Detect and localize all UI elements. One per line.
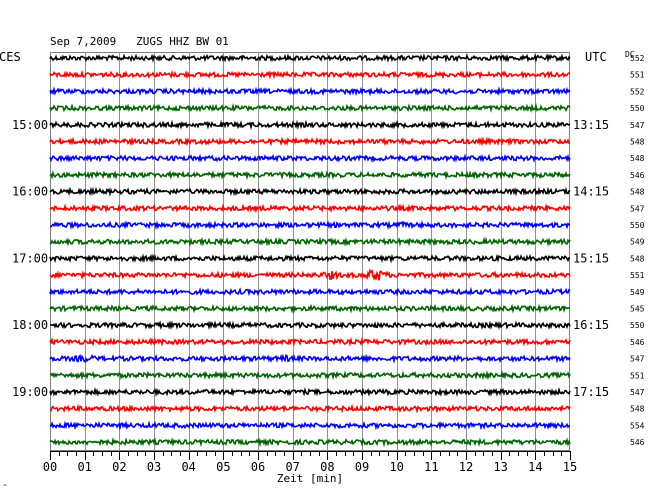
dc-value-label: 548: [630, 154, 645, 163]
dc-value-label: 548: [630, 254, 645, 263]
left-hour-label: 19:00: [12, 385, 48, 399]
dc-value-label: 549: [630, 288, 645, 297]
dc-value-label: 547: [630, 388, 645, 397]
trace-line: [49, 102, 571, 113]
left-hour-label: 17:00: [12, 251, 48, 265]
trace-line: [49, 420, 571, 431]
x-tick-label: 07: [285, 460, 299, 474]
trace-line: [49, 286, 571, 297]
dc-value-label: 549: [630, 238, 645, 247]
dc-value-label: 551: [630, 71, 645, 80]
dc-value-label: 546: [630, 438, 645, 447]
dc-value-label: 548: [630, 138, 645, 147]
trace-line: [49, 320, 571, 331]
plot-frame: [50, 52, 570, 451]
trace-line: [50, 219, 571, 231]
x-tick-label: 13: [493, 460, 507, 474]
trace-line: [49, 253, 571, 264]
right-hour-label: 14:15: [573, 185, 609, 199]
gridlines: [85, 52, 536, 450]
left-timezone-label: CES: [0, 50, 21, 64]
x-tick-label: 00: [43, 460, 57, 474]
dc-value-label: 547: [630, 355, 645, 364]
right-timezone-label: UTC: [585, 50, 607, 64]
right-hour-label: 13:15: [573, 118, 609, 132]
dc-value-label: 550: [630, 321, 645, 330]
trace-line: [49, 403, 571, 414]
right-hour-label: 16:15: [573, 318, 609, 332]
dc-value-label: 546: [630, 338, 645, 347]
dc-value-label: 552: [630, 54, 645, 63]
trace-line: [49, 353, 571, 364]
trace-line: [49, 136, 571, 147]
trace-line: [49, 236, 571, 247]
left-hour-label: 18:00: [12, 318, 48, 332]
dc-value-label: 551: [630, 271, 645, 280]
dc-value-label: 548: [630, 405, 645, 414]
x-tick-label: 05: [216, 460, 230, 474]
x-axis-label: Zeit [min]: [277, 472, 343, 485]
trace-line: [49, 203, 571, 214]
dc-value-label: 554: [630, 421, 645, 430]
trace-line: [49, 119, 571, 131]
station-title: Sep 7,2009 ZUGS HHZ BW 01: [50, 35, 229, 48]
trace-line: [49, 437, 571, 448]
x-tick-label: 10: [389, 460, 403, 474]
trace-line: [49, 370, 571, 381]
x-axis: 00 01 02 03 04 05 06 07 08 09 10 11 12 13 14 15: [43, 451, 577, 474]
seismic-traces: [49, 53, 571, 448]
dc-value-label: 546: [630, 171, 645, 180]
left-hour-label: 16:00: [12, 185, 48, 199]
trace-line: [49, 86, 571, 97]
x-tick-label: 03: [147, 460, 161, 474]
x-tick-label: 15: [563, 460, 577, 474]
x-tick-label: 14: [528, 460, 542, 474]
x-tick-label: 09: [355, 460, 369, 474]
trace-line: [49, 268, 571, 281]
dc-value-label: 545: [630, 305, 645, 314]
dc-value-label: 548: [630, 188, 645, 197]
trace-line: [49, 303, 571, 314]
right-hour-label: 15:15: [573, 251, 609, 265]
x-tick-label: 12: [459, 460, 473, 474]
trace-line: [49, 53, 571, 63]
trace-line: [49, 336, 571, 347]
trace-line: [49, 386, 571, 398]
trace-line: [49, 186, 571, 197]
x-tick-label: 01: [77, 460, 91, 474]
dc-value-label: 547: [630, 204, 645, 213]
x-tick-label: 04: [181, 460, 195, 474]
trace-line: [49, 153, 571, 164]
dc-offset-header: DC: [625, 50, 635, 59]
dc-value-label: 550: [630, 104, 645, 113]
corner-mark: ^: [3, 484, 7, 491]
trace-line: [49, 69, 571, 80]
dc-value-label: 550: [630, 221, 645, 230]
x-tick-label: 08: [320, 460, 334, 474]
left-hour-label: 15:00: [12, 118, 48, 132]
right-hour-label: 17:15: [573, 385, 609, 399]
trace-line: [49, 169, 571, 181]
x-tick-label: 02: [112, 460, 126, 474]
dc-value-label: 547: [630, 121, 645, 130]
x-tick-label: 06: [251, 460, 265, 474]
dc-value-label: 551: [630, 371, 645, 380]
x-tick-label: 11: [424, 460, 438, 474]
hour-labels: 15:00 16:00 17:00 18:00 19:00 13:15 14:15 15:15…: [12, 54, 645, 447]
dc-value-label: 552: [630, 87, 645, 96]
